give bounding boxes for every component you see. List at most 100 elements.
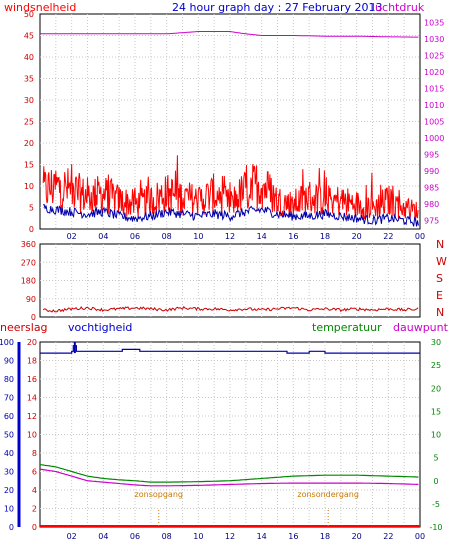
x-tick-label: 22 <box>383 532 393 541</box>
temperature-tick-label: 0 <box>433 477 438 486</box>
x-tick-label: 22 <box>383 232 393 241</box>
x-tick-label: 04 <box>98 532 108 541</box>
humidity-tick-label: 10 <box>4 505 14 514</box>
panel2-series <box>42 305 419 313</box>
x-tick-label: 04 <box>98 232 108 241</box>
x-tick-label: 18 <box>320 532 330 541</box>
right-tick-label: 1020 <box>424 68 444 77</box>
direction-tick-label: 270 <box>21 258 36 267</box>
left-tick-label: 15 <box>24 161 34 170</box>
temperature-tick-label: -5 <box>432 500 440 509</box>
right-tick-label: 1015 <box>424 84 444 93</box>
rain-tick-label: 8 <box>32 449 37 458</box>
x-tick-label: 00 <box>415 232 425 241</box>
left-tick-label: 0 <box>29 225 34 234</box>
panel3-humidity-ticks: 0 10 20 30 40 50 60 70 80 90 100 <box>0 338 14 532</box>
right-tick-label: 1005 <box>424 118 444 127</box>
x-tick-label: 10 <box>193 532 203 541</box>
x-tick-label: 18 <box>320 232 330 241</box>
humidity-tick-label: 20 <box>4 486 14 495</box>
compass-label: N <box>436 238 444 251</box>
rain-tick-label: 6 <box>32 468 37 477</box>
direction-tick-label: 0 <box>31 313 36 322</box>
dewpoint-axis-label: dauwpunt <box>393 321 449 334</box>
right-tick-label: 990 <box>424 167 439 176</box>
rain-tick-label: 18 <box>27 357 37 366</box>
x-tick-label: 02 <box>67 532 77 541</box>
x-tick-label: 06 <box>130 232 140 241</box>
humidity-tick-label: 40 <box>4 449 14 458</box>
rain-axis-label: neerslag <box>0 321 48 334</box>
wind-speed-axis-label: windsnelheid <box>4 1 76 14</box>
panel3-annotations: zonsopgang zonsondergang <box>135 490 359 527</box>
temperature-tick-label: 25 <box>431 361 441 370</box>
x-tick-label: 14 <box>257 232 267 241</box>
compass-label: N <box>436 306 444 319</box>
rain-tick-label: 14 <box>27 394 37 403</box>
temperature-axis-label: temperatuur <box>312 321 382 334</box>
right-tick-label: 1025 <box>424 51 444 60</box>
direction-tick-label: 180 <box>21 277 36 286</box>
compass-label: E <box>436 289 443 302</box>
temperature-tick-label: 10 <box>431 431 441 440</box>
x-tick-label: 00 <box>415 532 425 541</box>
panel1-series <box>40 31 419 227</box>
panel-humidity-temperature: neerslag vochtigheid temperatuur dauwpun… <box>0 321 449 541</box>
temperature-tick-label: 15 <box>431 407 441 416</box>
humidity-tick-label: 90 <box>4 357 14 366</box>
left-tick-label: 25 <box>24 118 34 127</box>
left-tick-label: 20 <box>24 139 34 148</box>
temperature-tick-label: -10 <box>429 523 442 532</box>
right-tick-label: 1000 <box>424 134 444 143</box>
rain-tick-label: 4 <box>32 486 37 495</box>
wind-direction-line <box>42 305 419 313</box>
pressure-axis-label: luchtdruk <box>372 1 425 14</box>
direction-tick-label: 90 <box>26 295 36 304</box>
dewpoint-line <box>39 468 419 487</box>
x-tick-label: 16 <box>288 232 298 241</box>
left-tick-label: 50 <box>24 10 34 19</box>
humidity-tick-label: 80 <box>4 375 14 384</box>
sun-annotation-label: zonsopgang <box>135 490 183 499</box>
panel3-grid <box>40 342 420 527</box>
panel2-grid <box>40 244 420 317</box>
humidity-tick-label: 50 <box>4 431 14 440</box>
right-tick-label: 1010 <box>424 101 444 110</box>
right-tick-label: 1030 <box>424 35 444 44</box>
panel1-right-ticks: 975 980 985 990 995 1000 1005 1010 1015 1020 1025 1… <box>424 18 444 225</box>
panel3-series <box>39 342 420 527</box>
panel3-x-ticks: 02 04 06 08 10 12 14 16 18 20 22 00 <box>67 532 426 541</box>
right-tick-label: 1035 <box>424 18 444 27</box>
left-tick-label: 10 <box>24 182 34 191</box>
right-tick-label: 975 <box>424 217 439 226</box>
left-tick-label: 35 <box>24 75 34 84</box>
wind-speed-line <box>42 203 419 227</box>
rain-tick-label: 20 <box>27 338 37 347</box>
temperature-line <box>39 464 419 483</box>
panel1-left-ticks: 0 5 10 15 20 25 30 35 40 45 50 <box>24 10 34 234</box>
x-tick-label: 20 <box>352 532 362 541</box>
humidity-axis-label: vochtigheid <box>68 321 132 334</box>
panel1-x-ticks: 02 04 06 08 10 12 14 16 18 20 22 00 <box>67 232 426 241</box>
rain-tick-label: 0 <box>32 523 37 532</box>
humidity-tick-label: 100 <box>0 338 14 347</box>
direction-tick-label: 360 <box>21 240 36 249</box>
humidity-tick-label: 0 <box>9 523 14 532</box>
temperature-tick-label: 30 <box>431 338 441 347</box>
chart-title: 24 hour graph day : 27 February 2013 <box>172 1 383 14</box>
x-tick-label: 08 <box>162 532 172 541</box>
x-tick-label: 02 <box>67 232 77 241</box>
x-tick-label: 10 <box>193 232 203 241</box>
x-tick-label: 16 <box>288 532 298 541</box>
panel3-rain-ticks: 0 2 4 6 8 10 12 14 16 18 20 <box>27 338 37 532</box>
left-tick-label: 30 <box>24 96 34 105</box>
right-tick-label: 995 <box>424 151 439 160</box>
left-tick-label: 40 <box>24 53 34 62</box>
x-tick-label: 20 <box>352 232 362 241</box>
x-tick-label: 06 <box>130 532 140 541</box>
humidity-tick-label: 60 <box>4 412 14 421</box>
sun-annotation-label: zonsondergang <box>297 490 359 499</box>
